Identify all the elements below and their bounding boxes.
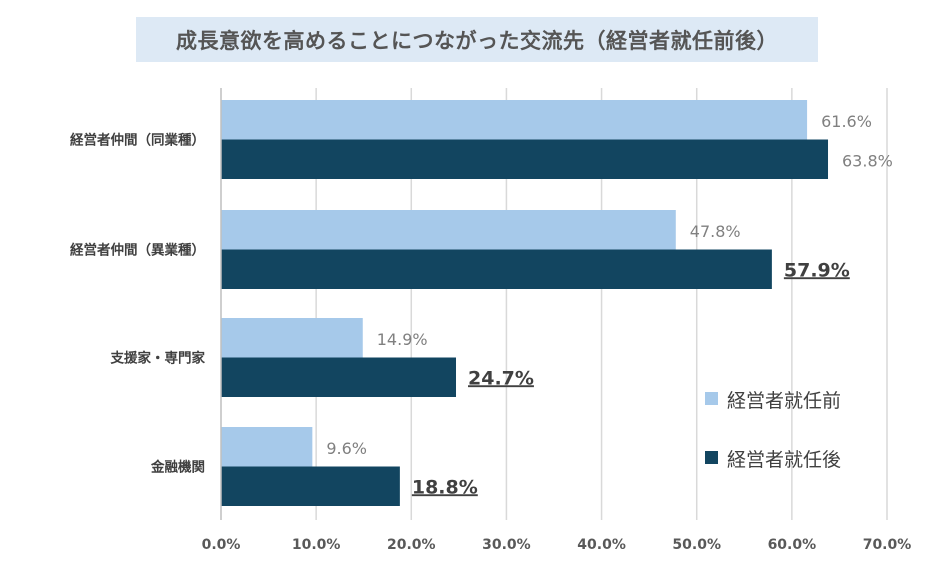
- data-label: 47.8%: [690, 222, 741, 241]
- bar-after: [221, 249, 772, 289]
- bar-before: [221, 318, 363, 358]
- bar-after: [221, 466, 400, 506]
- x-tick-label: 0.0%: [202, 537, 241, 553]
- legend-label: 経営者就任前: [727, 390, 841, 412]
- x-tick-label: 30.0%: [482, 537, 531, 553]
- legend-label: 経営者就任後: [727, 449, 841, 471]
- data-label: 18.8%: [412, 476, 478, 498]
- x-tick-label: 40.0%: [577, 537, 626, 553]
- bar-after: [221, 139, 829, 179]
- chart-title: 成長意欲を高めることにつながった交流先（経営者就任前後）: [176, 28, 778, 53]
- bar-before: [221, 210, 676, 250]
- legend-swatch: [705, 451, 718, 464]
- category-label: 金融機関: [150, 459, 205, 476]
- x-tick-label: 10.0%: [292, 537, 341, 553]
- data-label: 61.6%: [821, 112, 872, 131]
- bar-after: [221, 357, 457, 397]
- category-label: 経営者仲間（同業種）: [70, 132, 205, 149]
- category-label: 経営者仲間（異業種）: [70, 242, 205, 259]
- data-label: 24.7%: [468, 367, 534, 389]
- data-label: 63.8%: [842, 151, 893, 170]
- data-label: 14.9%: [377, 330, 428, 349]
- data-label: 9.6%: [326, 439, 367, 458]
- data-label: 57.9%: [784, 259, 850, 281]
- chart-title-box: 成長意欲を高めることにつながった交流先（経営者就任前後）: [136, 17, 818, 62]
- x-tick-label: 50.0%: [672, 537, 721, 553]
- x-tick-label: 60.0%: [768, 537, 817, 553]
- bar-before: [221, 427, 313, 467]
- category-label: 支援家・専門家: [110, 350, 206, 367]
- bar-before: [221, 100, 808, 140]
- x-tick-label: 70.0%: [863, 537, 912, 553]
- x-tick-label: 20.0%: [387, 537, 436, 553]
- legend-swatch: [705, 392, 718, 405]
